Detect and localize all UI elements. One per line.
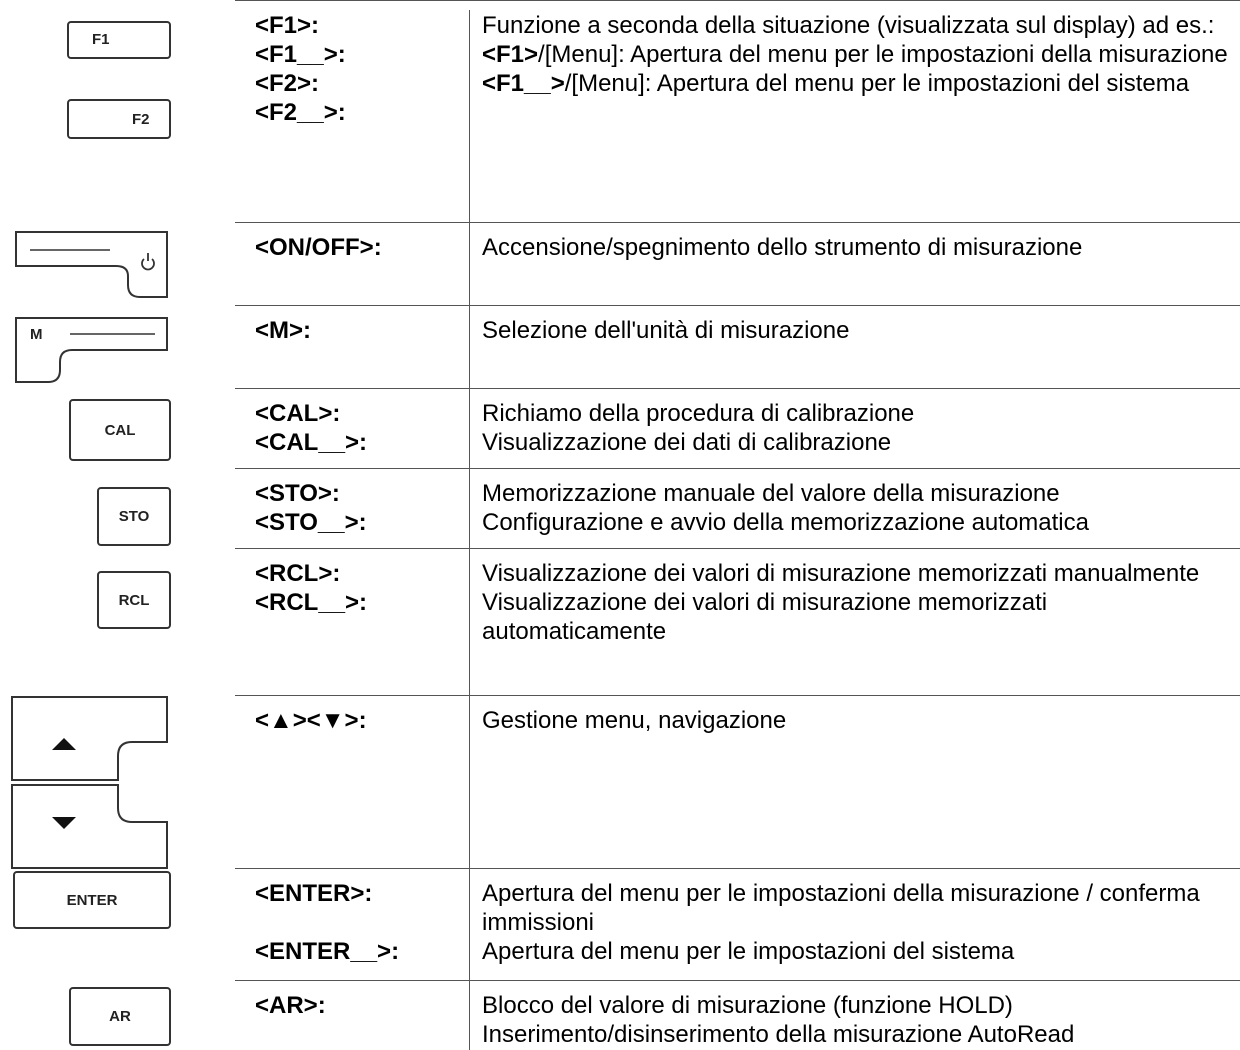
description-text: Apertura del menu per le impostazioni de… bbox=[482, 938, 1015, 965]
description: Gestione menu, navigazione bbox=[482, 706, 1234, 735]
key-enter: ENTER bbox=[13, 871, 171, 929]
description-text: Visualizzazione dei dati di calibrazione bbox=[482, 429, 892, 456]
table-row: <CAL>: <CAL__>: Richiamo della procedura d… bbox=[235, 388, 1240, 469]
key-label: RCL bbox=[119, 592, 150, 609]
description-line: Blocco del valore di misurazione (funzio… bbox=[482, 991, 1234, 1020]
key-label: M bbox=[30, 326, 43, 343]
description: Memorizzazione manuale del valore della … bbox=[482, 479, 1234, 537]
key-name: <M>: bbox=[255, 317, 312, 344]
table-row: <▲><▼>: Gestione menu, navigazione bbox=[235, 695, 1240, 869]
description-text: Blocco del valore di misurazione (funzio… bbox=[482, 992, 1013, 1019]
table-row: <M>: Selezione dell'unità di misurazione bbox=[235, 305, 1240, 389]
key-f1: F1 bbox=[67, 21, 171, 59]
key-names: <ENTER>: <ENTER__>: bbox=[255, 879, 399, 966]
key-cal: CAL bbox=[69, 399, 171, 461]
table-row: <F1>: <F1__>: <F2>: <F2__>: Funzione a secon… bbox=[235, 0, 1240, 223]
description-text: Visualizzazione dei valori di misurazion… bbox=[482, 560, 1200, 587]
key-name: <F1>: bbox=[255, 12, 320, 39]
description-key: <F1__> bbox=[482, 70, 565, 97]
key-label: CAL bbox=[105, 422, 136, 439]
description: Accensione/spegnimento dello strumento d… bbox=[482, 233, 1234, 262]
key-names: <CAL>: <CAL__>: bbox=[255, 399, 367, 457]
key-f2: F2 bbox=[67, 99, 171, 139]
key-name: <AR>: bbox=[255, 992, 326, 1019]
key-name: <STO__>: bbox=[255, 509, 367, 536]
description-text: /[Menu]: Apertura del menu per le impost… bbox=[564, 70, 1190, 97]
description-line: Inserimento/disinserimento della misuraz… bbox=[482, 1020, 1234, 1049]
description-line: Gestione menu, navigazione bbox=[482, 706, 1234, 735]
key-names: <▲><▼>: bbox=[255, 706, 367, 735]
description-line: Visualizzazione dei valori di misurazion… bbox=[482, 559, 1234, 588]
description-text: Selezione dell'unità di misurazione bbox=[482, 317, 850, 344]
key-down bbox=[11, 784, 168, 869]
description-text: /[Menu]: Apertura del menu per le impost… bbox=[538, 41, 1228, 68]
key-name: <F1__>: bbox=[255, 41, 346, 68]
description-line: Apertura del menu per le impostazioni de… bbox=[482, 937, 1234, 966]
key-label: AR bbox=[109, 1008, 131, 1025]
key-name: <▲><▼>: bbox=[255, 707, 367, 734]
key-name: <CAL__>: bbox=[255, 429, 368, 456]
key-names: <STO>: <STO__>: bbox=[255, 479, 367, 537]
description: Selezione dell'unità di misurazione bbox=[482, 316, 1234, 345]
key-up bbox=[11, 696, 168, 781]
key-onoff bbox=[15, 231, 168, 298]
description-text: Inserimento/disinserimento della misuraz… bbox=[482, 1021, 1075, 1048]
table-row: <ENTER>: <ENTER__>: Apertura del menu per … bbox=[235, 868, 1240, 981]
column-divider bbox=[469, 10, 470, 1050]
description-text: Memorizzazione manuale del valore della … bbox=[482, 480, 1060, 507]
key-names: <M>: bbox=[255, 316, 311, 345]
description: Blocco del valore di misurazione (funzio… bbox=[482, 991, 1234, 1049]
key-name: <RCL>: bbox=[255, 560, 341, 587]
description-line: Accensione/spegnimento dello strumento d… bbox=[482, 233, 1234, 262]
description: Visualizzazione dei valori di misurazion… bbox=[482, 559, 1234, 646]
key-names: <RCL>: <RCL__>: bbox=[255, 559, 367, 617]
description: Apertura del menu per le impostazioni de… bbox=[482, 879, 1234, 966]
description-line: Configurazione e avvio della memorizzazi… bbox=[482, 508, 1234, 537]
key-name: <ENTER__>: bbox=[255, 938, 400, 965]
description-line: Memorizzazione manuale del valore della … bbox=[482, 479, 1234, 508]
description-line: Richiamo della procedura di calibrazione bbox=[482, 399, 1234, 428]
key-names: <ON/OFF>: bbox=[255, 233, 382, 262]
table-row: <RCL>: <RCL__>: Visualizzazione dei valori… bbox=[235, 548, 1240, 696]
description-text: Apertura del menu per le impostazioni de… bbox=[482, 880, 1200, 936]
key-name: <F2>: bbox=[255, 70, 320, 97]
key-label: ENTER bbox=[67, 892, 118, 909]
description-line: Visualizzazione dei dati di calibrazione bbox=[482, 428, 1234, 457]
description-text: Richiamo della procedura di calibrazione bbox=[482, 400, 915, 427]
table-row: <STO>: <STO__>: Memorizzazione manuale del… bbox=[235, 468, 1240, 549]
description-line: Visualizzazione dei valori di misurazion… bbox=[482, 588, 1234, 646]
key-name: <F2__>: bbox=[255, 99, 346, 126]
key-name: <STO>: bbox=[255, 480, 340, 507]
description-text: Visualizzazione dei valori di misurazion… bbox=[482, 589, 1048, 645]
key-sto: STO bbox=[97, 487, 171, 546]
key-name: <RCL__>: bbox=[255, 589, 368, 616]
description-text: Gestione menu, navigazione bbox=[482, 707, 787, 734]
description: Richiamo della procedura di calibrazione… bbox=[482, 399, 1234, 457]
table-row: <ON/OFF>: Accensione/spegnimento dello st… bbox=[235, 222, 1240, 306]
key-m: M bbox=[15, 317, 168, 383]
key-names: <F1>: <F1__>: <F2>: <F2__>: bbox=[255, 11, 346, 127]
key-label: STO bbox=[119, 508, 150, 525]
description-text: Configurazione e avvio della memorizzazi… bbox=[482, 509, 1089, 536]
key-rcl: RCL bbox=[97, 571, 171, 629]
description-line: Selezione dell'unità di misurazione bbox=[482, 316, 1234, 345]
key-name: <CAL>: bbox=[255, 400, 341, 427]
description-text: Accensione/spegnimento dello strumento d… bbox=[482, 234, 1083, 261]
key-ar: AR bbox=[69, 987, 171, 1046]
key-icons: F1 F2 M CAL STO RCL ENTER AR bbox=[11, 21, 171, 1046]
description-line: <F1__>/[Menu]: Apertura del menu per le … bbox=[482, 69, 1234, 98]
key-name: <ENTER>: bbox=[255, 880, 373, 907]
description-line: <F1>/[Menu]: Apertura del menu per le im… bbox=[482, 40, 1234, 69]
key-names: <AR>: bbox=[255, 991, 326, 1020]
description-text: Funzione a seconda della situazione (vis… bbox=[482, 12, 1215, 39]
table-row: <AR>: Blocco del valore di misurazione (f… bbox=[235, 980, 1240, 1050]
key-name: <ON/OFF>: bbox=[255, 234, 382, 261]
description: Funzione a seconda della situazione (vis… bbox=[482, 11, 1234, 98]
key-label: F2 bbox=[132, 111, 150, 128]
description-key: <F1> bbox=[482, 41, 539, 68]
description-line: Apertura del menu per le impostazioni de… bbox=[482, 879, 1234, 937]
description-line: Funzione a seconda della situazione (vis… bbox=[482, 11, 1234, 40]
key-label: F1 bbox=[92, 31, 110, 48]
